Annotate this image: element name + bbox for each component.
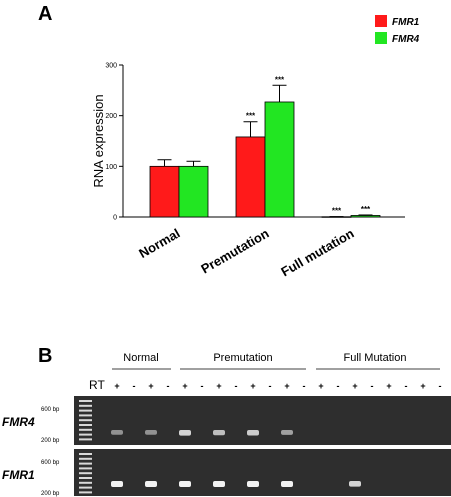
- bar-chart: 0 100 200 300 *** *** *** ***: [105, 63, 405, 222]
- ladder-band: [79, 424, 92, 426]
- ladder-band: [79, 462, 92, 465]
- band-fmr1-lane-1: [111, 481, 123, 487]
- band-fmr1-lane-9: [247, 481, 259, 487]
- ladder-band: [79, 481, 92, 484]
- legend-swatch-fmr4: [375, 32, 387, 44]
- significance-fmr1-full-mutation: ***: [332, 207, 342, 216]
- significance-fmr1-premutation: ***: [246, 112, 256, 121]
- rt-sign-lane-6: -: [201, 381, 204, 391]
- band-fmr1-lane-15: [349, 481, 361, 487]
- ladder-band: [79, 457, 92, 460]
- rt-sign-lane-5: +: [182, 381, 187, 391]
- y-axis-label: RNA expression: [91, 94, 106, 187]
- band-fmr4-lane-1: [111, 430, 123, 435]
- gel-row-fmr4: FMR4 600 bp 200 bp: [2, 396, 451, 445]
- ladder-band: [79, 400, 92, 402]
- gene-label-fmr4: FMR4: [2, 415, 35, 429]
- x-axis-categories: Normal Premutation Full mutation: [136, 226, 356, 280]
- ladder-band: [79, 477, 92, 479]
- rt-sign-lane-18: -: [405, 381, 408, 391]
- rt-sign-lane-1: +: [114, 381, 119, 391]
- gel-group-headers: Normal Premutation Full Mutation: [112, 352, 440, 370]
- rt-sign-lane-4: -: [167, 381, 170, 391]
- band-fmr1-lane-11: [281, 481, 293, 487]
- bar-fmr4-full-mutation: [350, 215, 381, 218]
- ladder-band: [79, 438, 92, 441]
- panel-b-letter: B: [38, 345, 52, 367]
- band-fmr1-lane-7: [213, 481, 225, 487]
- ladder-band: [79, 486, 92, 489]
- rt-sign-lane-13: +: [318, 381, 323, 391]
- ladder-band: [79, 433, 92, 436]
- rt-sign-lane-2: -: [133, 381, 136, 391]
- rt-sign-lane-16: -: [371, 381, 374, 391]
- gel-background-fmr4: [74, 396, 451, 445]
- y-tick-label: 0: [113, 215, 117, 222]
- band-fmr4-lane-5: [179, 430, 191, 436]
- gel-group-full-mutation: Full Mutation: [344, 352, 407, 364]
- rt-sign-lane-20: -: [439, 381, 442, 391]
- band-fmr4-lane-9: [247, 430, 259, 436]
- ladder-band: [79, 453, 92, 455]
- band-fmr4-lane-3: [145, 430, 157, 435]
- rt-sign-lane-3: +: [148, 381, 153, 391]
- rt-sign-lane-8: -: [235, 381, 238, 391]
- x-tick-label-premutation: Premutation: [198, 226, 271, 277]
- ladder-band: [79, 409, 92, 412]
- gel-group-premutation: Premutation: [213, 352, 272, 364]
- band-fmr4-lane-7: [213, 430, 225, 436]
- legend-label-fmr1: FMR1: [392, 17, 420, 28]
- band-fmr1-lane-5: [179, 481, 191, 487]
- bar-fmr1-normal: [149, 165, 180, 218]
- rt-sign-lane-10: -: [269, 381, 272, 391]
- ladder-band: [79, 467, 92, 470]
- rt-sign-lane-7: +: [216, 381, 221, 391]
- rt-sign-lane-9: +: [250, 381, 255, 391]
- bp-label-600: 600 bp: [41, 407, 60, 413]
- gel-background-fmr1: [74, 449, 451, 496]
- y-tick-label: 100: [105, 164, 117, 171]
- legend-label-fmr4: FMR4: [392, 34, 420, 45]
- panel-a-letter: A: [38, 3, 52, 25]
- bp-label-600: 600 bp: [41, 460, 60, 466]
- bar-fmr4-normal: [178, 165, 209, 218]
- rt-sign-lane-17: +: [386, 381, 391, 391]
- significance-fmr4-full-mutation: ***: [361, 205, 371, 214]
- rt-label: RT: [89, 378, 105, 392]
- bar-fmr1-premutation: [235, 136, 266, 218]
- y-tick-label: 300: [105, 63, 117, 70]
- legend-swatch-fmr1: [375, 15, 387, 27]
- band-fmr4-lane-11: [281, 430, 293, 435]
- rt-sign-lane-11: +: [284, 381, 289, 391]
- ladder-band: [79, 414, 92, 417]
- ladder-band: [79, 472, 92, 475]
- gel-group-normal: Normal: [123, 352, 158, 364]
- x-tick-label-full-mutation: Full mutation: [278, 226, 356, 280]
- bp-label-200: 200 bp: [41, 491, 60, 497]
- significance-fmr4-premutation: ***: [275, 75, 285, 84]
- bp-label-200: 200 bp: [41, 438, 60, 444]
- ladder-band: [79, 419, 92, 422]
- ladder-band: [79, 404, 92, 407]
- rt-sign-lane-12: -: [303, 381, 306, 391]
- bar-fmr4-premutation: [264, 101, 295, 218]
- rt-sign-lane-15: +: [352, 381, 357, 391]
- gel-row-fmr1: FMR1 600 bp 200 bp: [2, 449, 451, 497]
- y-tick-label: 200: [105, 113, 117, 120]
- band-fmr1-lane-3: [145, 481, 157, 487]
- ladder-band: [79, 428, 92, 431]
- legend: FMR1 FMR4: [375, 15, 420, 45]
- rt-sign-lane-19: +: [420, 381, 425, 391]
- x-tick-label-normal: Normal: [136, 226, 182, 261]
- ladder-band: [79, 491, 92, 494]
- gene-label-fmr1: FMR1: [2, 468, 35, 482]
- rt-sign-lane-14: -: [337, 381, 340, 391]
